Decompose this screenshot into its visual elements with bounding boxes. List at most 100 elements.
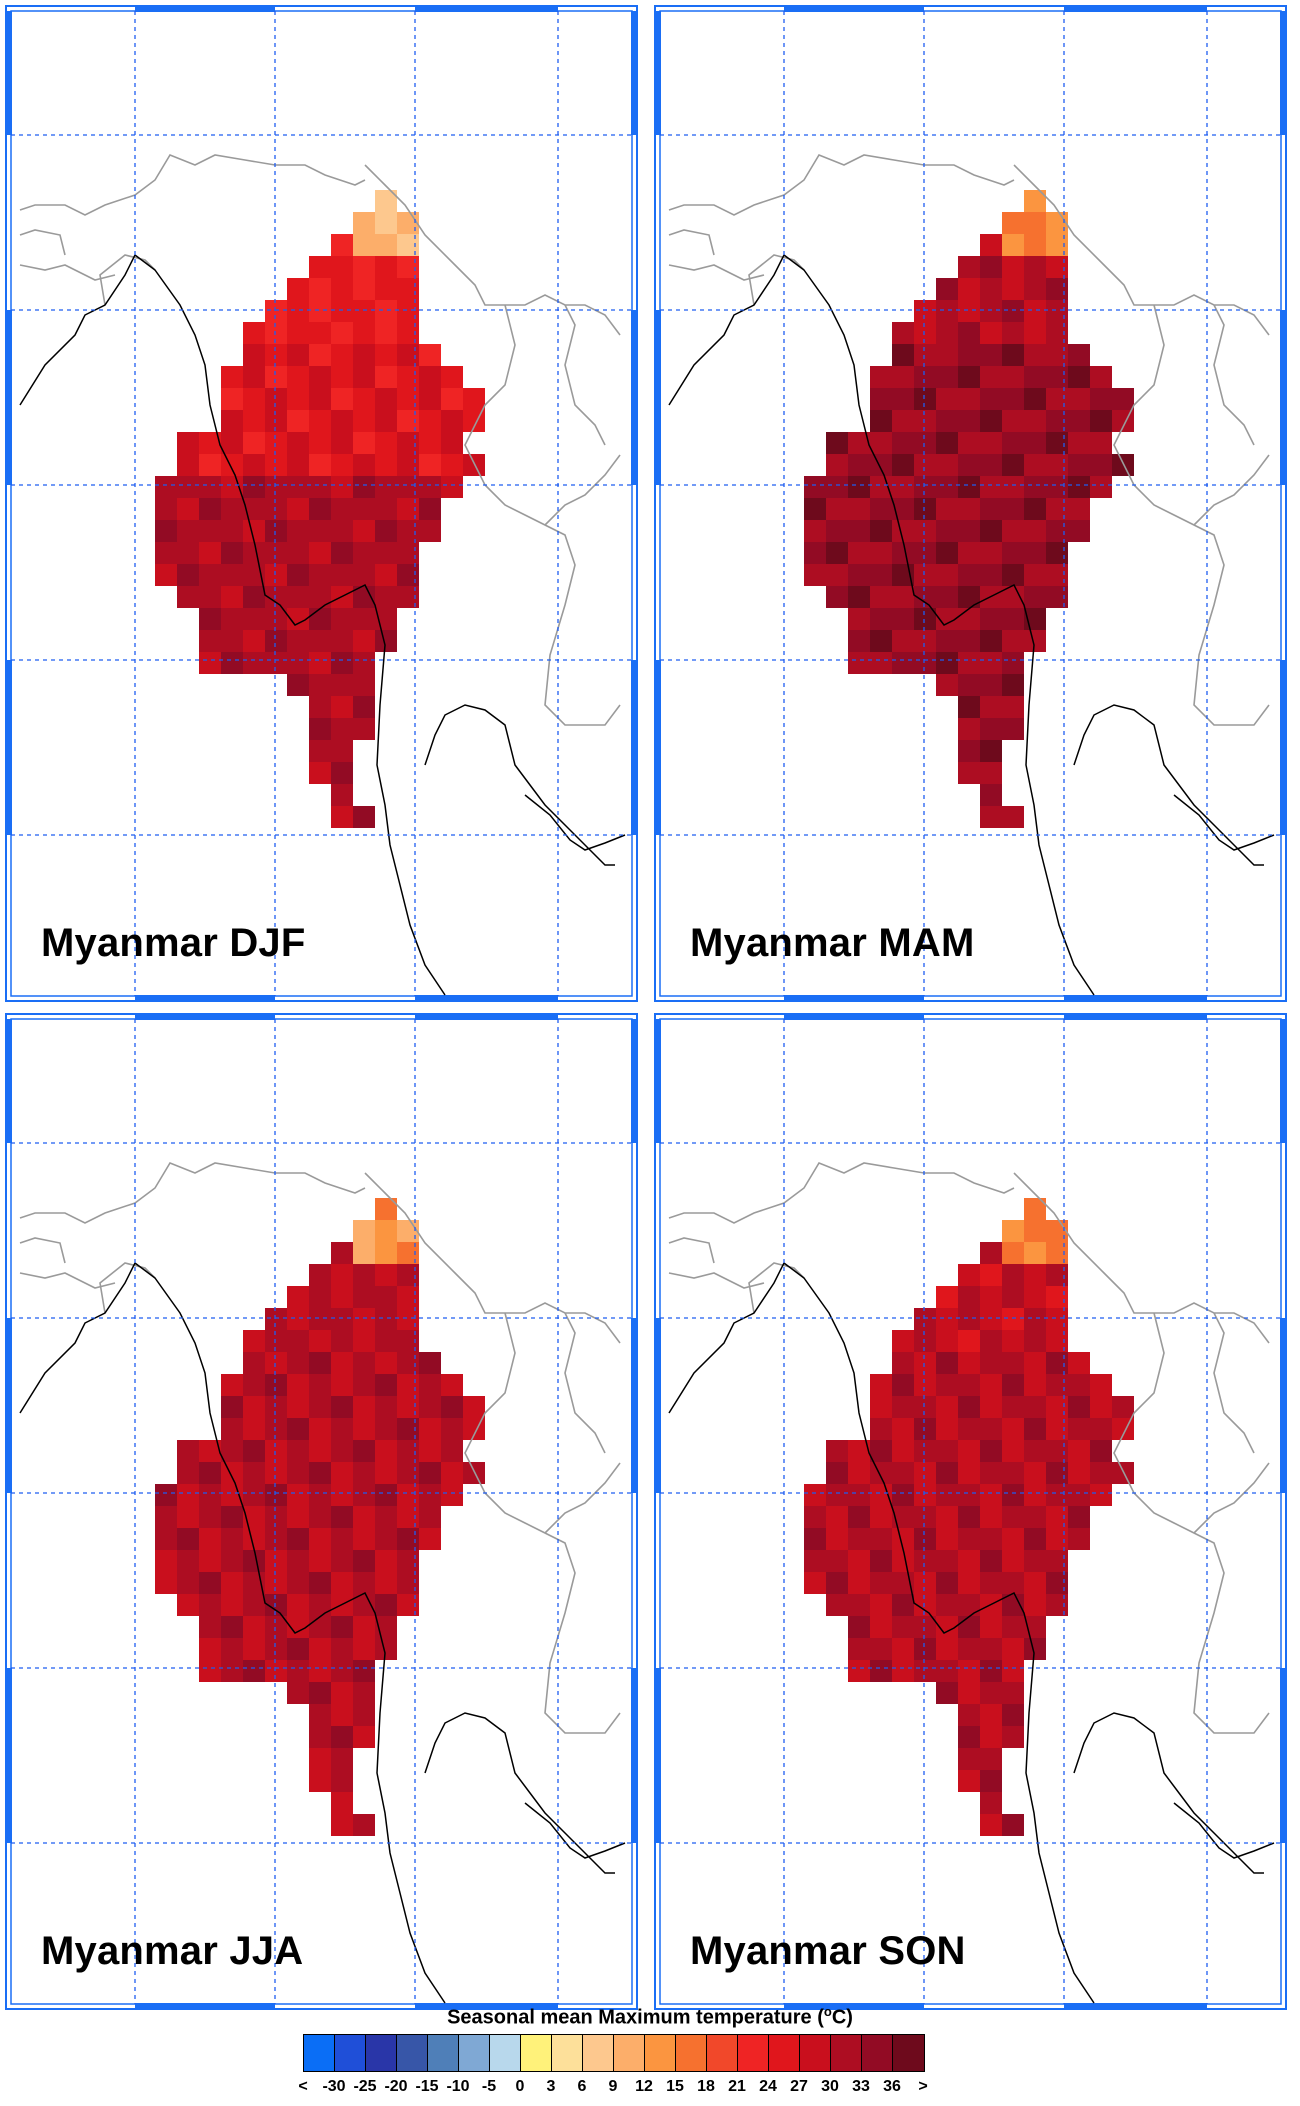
colorbar-swatch [893,2035,924,2071]
grid-cell [243,1440,265,1462]
colorbar-label: 0 [515,2078,525,2095]
grid-cell [914,322,936,344]
grid-cell [221,410,243,432]
grid-cell [958,1748,980,1770]
grid-cell [1024,1220,1046,1242]
grid-cell [980,1682,1002,1704]
grid-cell [199,1528,221,1550]
grid-cell [1046,454,1068,476]
grid-cell [243,410,265,432]
grid-cell [397,300,419,322]
grid-cell [397,454,419,476]
grid-cell [265,1550,287,1572]
grid-cell [936,542,958,564]
grid-cell [331,1572,353,1594]
grid-cell [958,498,980,520]
grid-cell [397,1220,419,1242]
grid-cell [1024,278,1046,300]
grid-cell [980,1330,1002,1352]
grid-cell [353,630,375,652]
grid-cell [936,1572,958,1594]
grid-cell [375,410,397,432]
grid-cell [331,674,353,696]
grid-cell [870,366,892,388]
frame-scale-bars [5,5,638,1002]
grid-cell [265,1308,287,1330]
grid-cell [287,1440,309,1462]
grid-cell [353,256,375,278]
grid-cell [287,432,309,454]
grid-cell [1002,1462,1024,1484]
grid-cell [980,674,1002,696]
grid-cell [848,1638,870,1660]
grid-cell [936,652,958,674]
grid-cell [1024,388,1046,410]
grid-cell [870,432,892,454]
grid-cell [1024,630,1046,652]
grid-cell [1024,1286,1046,1308]
grid-cell [1090,1484,1112,1506]
grid-cell [980,1814,1002,1836]
grid-cell [892,344,914,366]
grid-cell [1002,498,1024,520]
grid-cell [287,520,309,542]
grid-cell [980,696,1002,718]
grid-cell [914,608,936,630]
grid-cell [309,1374,331,1396]
grid-cell [870,586,892,608]
grid-cell [419,498,441,520]
grid-cell [353,586,375,608]
grid-cell [243,454,265,476]
grid-cell [1046,476,1068,498]
grid-cell [1024,234,1046,256]
grid-cell [1068,388,1090,410]
grid-cell [199,1462,221,1484]
grid-cell [375,1352,397,1374]
grid-cell [309,1682,331,1704]
grid-cell [243,1616,265,1638]
grid-cell [1068,1352,1090,1374]
grid-cell [1024,1550,1046,1572]
grid-cell [353,1638,375,1660]
grid-cell [1024,322,1046,344]
grid-cell [804,564,826,586]
grid-cell [331,718,353,740]
grid-cell [870,1396,892,1418]
grid-cell [331,1616,353,1638]
grid-cell [199,1638,221,1660]
grid-cell [1090,1440,1112,1462]
grid-cell [958,652,980,674]
grid-cell [914,1506,936,1528]
grid-cell [936,300,958,322]
grid-cell [397,1440,419,1462]
grid-cell [870,652,892,674]
map-panel-jja: Myanmar JJA [5,1013,638,2010]
grid-cell [265,1440,287,1462]
grid-cell [375,322,397,344]
grid-cell [331,1704,353,1726]
grid-cell [243,388,265,410]
grid-cell [155,520,177,542]
grid-cell [331,696,353,718]
grid-cell [914,1616,936,1638]
grid-cell [419,476,441,498]
grid-cell [221,1660,243,1682]
grid-cell [309,1748,331,1770]
grid-cell [419,432,441,454]
colorbar-title: Seasonal mean Maximum temperature (oC) [447,2004,853,2029]
grid-cell [826,1528,848,1550]
grid-cell [936,608,958,630]
grid-cell [826,498,848,520]
grid-cell [331,432,353,454]
grid-cell [397,234,419,256]
temperature-grid [155,1198,485,1836]
grid-cell [1002,1660,1024,1682]
grid-cell [958,322,980,344]
grid-cell [375,1484,397,1506]
grid-cell [980,388,1002,410]
grid-cell [243,498,265,520]
grid-cell [826,1440,848,1462]
grid-cell [1002,454,1024,476]
grid-cell [309,630,331,652]
grid-cell [397,388,419,410]
